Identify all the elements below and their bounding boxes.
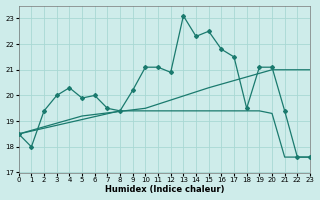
X-axis label: Humidex (Indice chaleur): Humidex (Indice chaleur) [105, 185, 224, 194]
